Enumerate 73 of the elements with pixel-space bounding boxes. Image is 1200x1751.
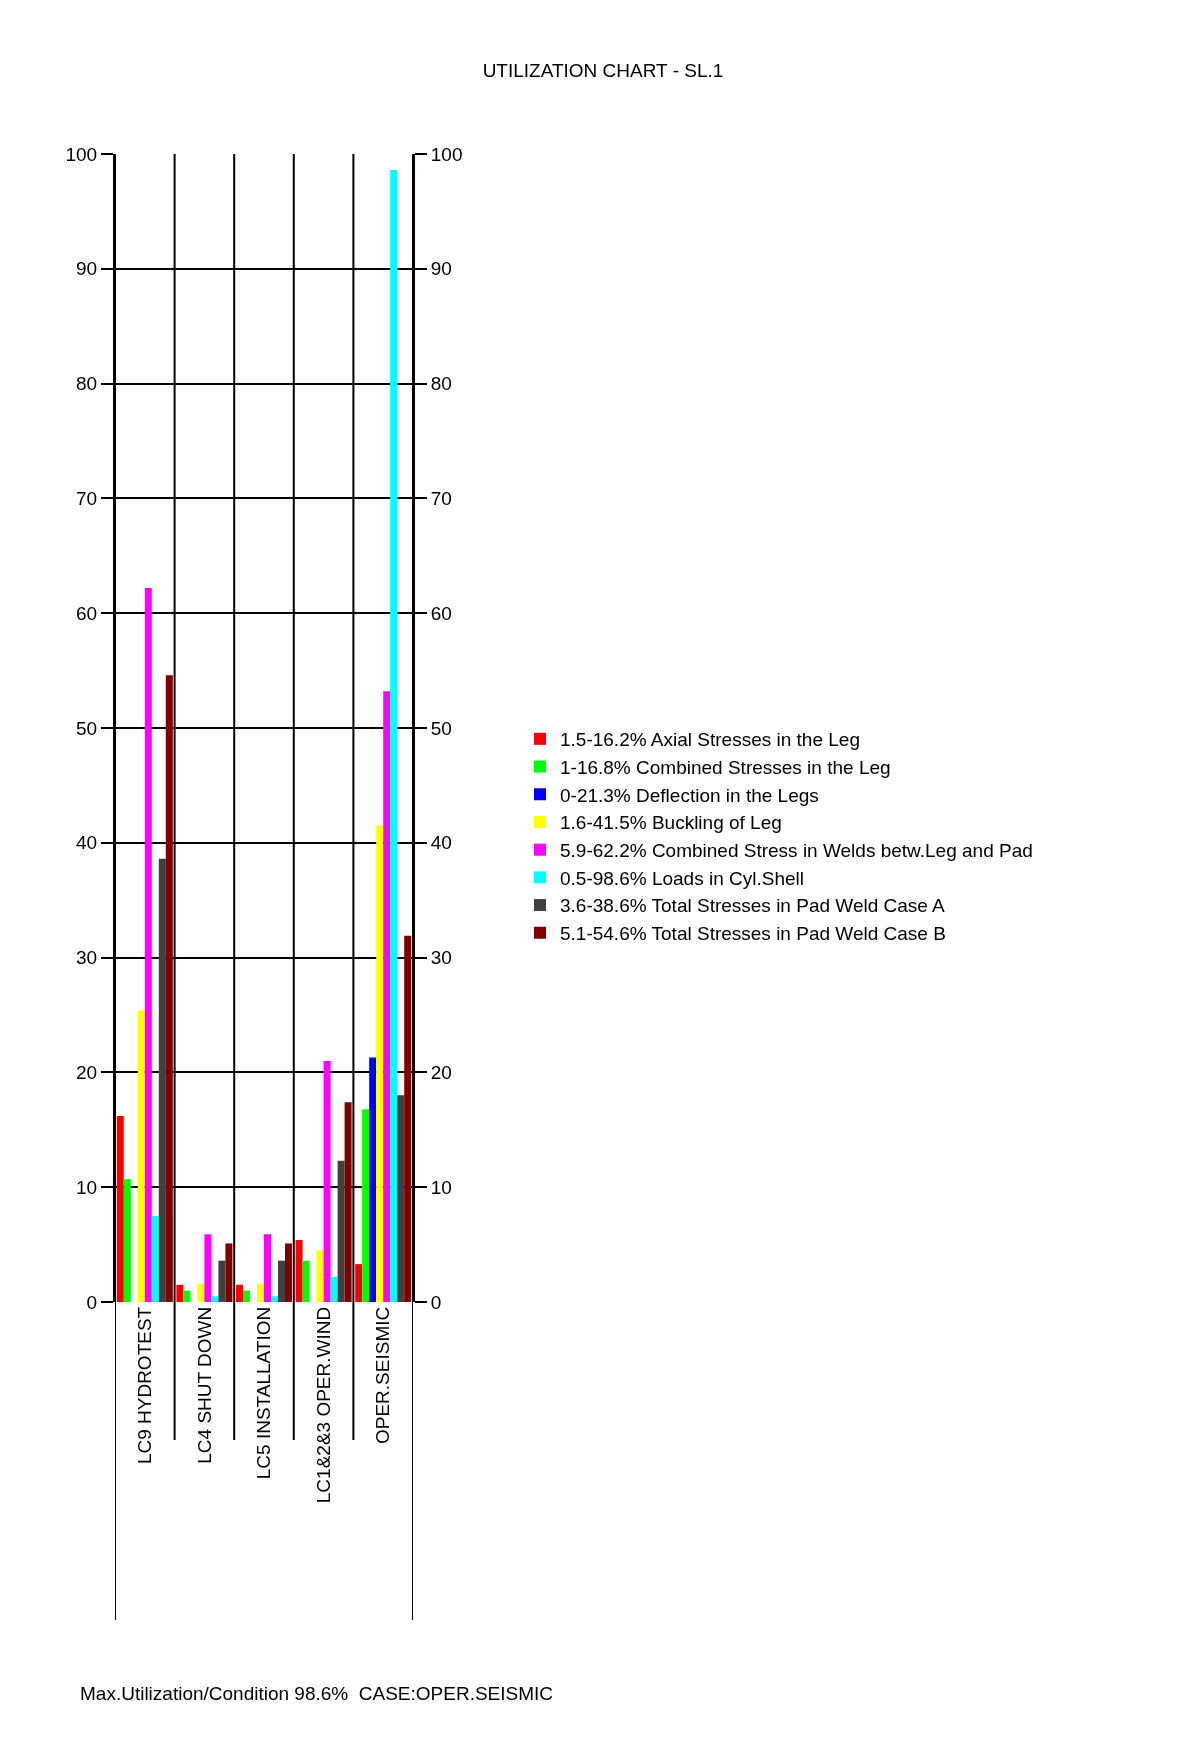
legend-label: 1-16.8% Combined Stresses in the Leg bbox=[560, 756, 891, 778]
bar bbox=[271, 1296, 279, 1302]
y-tick-label: 60 bbox=[76, 602, 98, 624]
bar bbox=[158, 858, 166, 1302]
legend-label: 0-21.3% Deflection in the Legs bbox=[560, 784, 819, 806]
bar bbox=[204, 1234, 212, 1302]
bar bbox=[323, 1060, 331, 1302]
bar bbox=[397, 1095, 405, 1302]
y-tick-label: 100 bbox=[65, 143, 98, 165]
y-tick-label: 90 bbox=[76, 258, 98, 280]
bar bbox=[376, 825, 384, 1302]
bar bbox=[278, 1260, 286, 1302]
bar bbox=[116, 1116, 124, 1302]
y2-tick-label: 40 bbox=[430, 832, 452, 854]
y2-tick-label: 90 bbox=[430, 258, 452, 280]
bar bbox=[257, 1283, 264, 1302]
bar bbox=[165, 675, 173, 1302]
bar bbox=[211, 1296, 219, 1302]
x-tick-label: LC5 INSTALLATION bbox=[253, 1306, 275, 1480]
y2-tick-label: 10 bbox=[430, 1176, 452, 1198]
bar bbox=[369, 1057, 377, 1302]
bar bbox=[183, 1290, 191, 1302]
bar bbox=[137, 1010, 145, 1302]
y2-tick-label: 50 bbox=[430, 717, 452, 739]
legend-label: 1.6-41.5% Buckling of Leg bbox=[560, 812, 782, 834]
legend-label: 1.5-16.2% Axial Stresses in the Leg bbox=[560, 729, 860, 751]
legend-label: 5.9-62.2% Combined Stress in Welds betw.Leg and Pad bbox=[560, 840, 1033, 862]
y2-tick-label: 20 bbox=[430, 1062, 452, 1084]
y-tick-label: 80 bbox=[76, 373, 98, 395]
legend-label: 0.5-98.6% Loads in Cyl.Shell bbox=[560, 867, 804, 889]
legend-label: 3.6-38.6% Total Stresses in Pad Weld Case A bbox=[560, 895, 946, 917]
bar bbox=[355, 1264, 363, 1302]
bar bbox=[337, 1160, 345, 1302]
y-tick-label: 0 bbox=[86, 1291, 98, 1313]
text: Max.Utilization/Condition 98.6% CASE:OPER.SEISMIC bbox=[80, 1683, 554, 1704]
bar bbox=[302, 1260, 310, 1302]
y2-tick-label: 100 bbox=[430, 143, 463, 165]
y2-tick-label: 70 bbox=[430, 488, 452, 510]
y-tick-label: 40 bbox=[76, 832, 98, 854]
y2-tick-label: 30 bbox=[430, 947, 452, 969]
bar bbox=[197, 1283, 205, 1302]
bar bbox=[344, 1102, 352, 1302]
legend-label: 5.1-54.6% Total Stresses in Pad Weld Case B bbox=[560, 923, 946, 945]
bar bbox=[264, 1234, 271, 1302]
bar bbox=[151, 1215, 159, 1302]
y2-tick-label: 80 bbox=[430, 373, 452, 395]
x-tick-label: LC4 SHUT DOWN bbox=[193, 1306, 215, 1464]
bar bbox=[390, 170, 398, 1302]
y2-tick-label: 60 bbox=[430, 602, 452, 624]
bar bbox=[330, 1276, 338, 1302]
bar bbox=[316, 1250, 324, 1302]
y2-tick-label: 0 bbox=[430, 1291, 442, 1313]
y-tick-label: 10 bbox=[76, 1176, 98, 1198]
y-tick-label: 50 bbox=[76, 717, 98, 739]
bar bbox=[242, 1290, 250, 1302]
bar bbox=[362, 1109, 370, 1302]
bar bbox=[383, 691, 391, 1302]
y-tick-label: 20 bbox=[76, 1062, 98, 1084]
x-tick-label: OPER.SEISMIC bbox=[372, 1306, 394, 1445]
bar bbox=[218, 1260, 226, 1302]
bar bbox=[225, 1243, 233, 1302]
y-tick-label: 70 bbox=[76, 488, 98, 510]
x-tick-label: LC1&2&3 OPER.WIND bbox=[312, 1306, 334, 1504]
y-tick-label: 30 bbox=[76, 947, 98, 969]
bar bbox=[285, 1243, 293, 1302]
bar bbox=[235, 1284, 243, 1302]
x-tick-label: LC9 HYDROTEST bbox=[133, 1306, 155, 1465]
bar bbox=[144, 587, 152, 1302]
bar bbox=[176, 1284, 184, 1302]
bar bbox=[295, 1240, 303, 1302]
bar bbox=[404, 935, 412, 1302]
bar bbox=[123, 1179, 131, 1302]
text: UTILIZATION CHART - SL.1 bbox=[482, 59, 724, 81]
